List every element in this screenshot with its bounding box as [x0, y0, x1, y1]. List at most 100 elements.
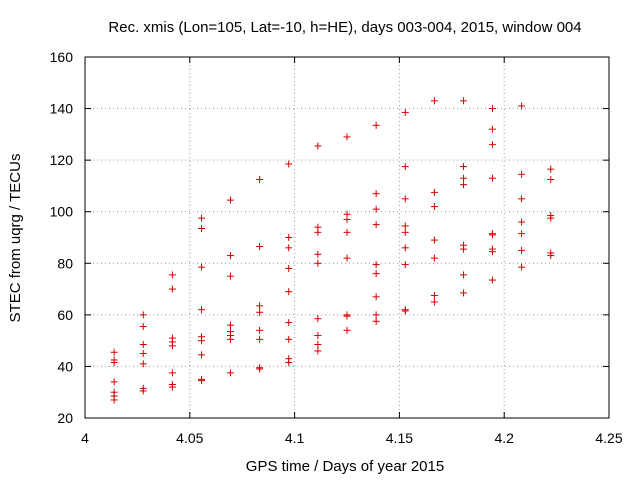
plot-frame	[84, 56, 610, 419]
y-tick-label: 100	[50, 204, 74, 220]
data-point	[139, 360, 147, 368]
data-point	[343, 326, 351, 334]
data-point	[168, 369, 176, 377]
data-point	[285, 359, 293, 367]
data-point	[547, 214, 555, 222]
data-point	[518, 263, 526, 271]
data-point	[256, 365, 264, 373]
data-point	[198, 351, 206, 359]
data-point	[488, 276, 496, 284]
data-point	[372, 311, 380, 319]
data-point	[372, 121, 380, 129]
data-point	[285, 288, 293, 296]
x-tick-label: 4.05	[176, 430, 203, 446]
data-point	[547, 175, 555, 183]
data-point	[139, 387, 147, 395]
data-point	[401, 307, 409, 315]
data-point	[518, 195, 526, 203]
data-point	[518, 246, 526, 254]
data-point	[226, 335, 234, 343]
data-point	[488, 141, 496, 149]
data-point	[314, 315, 322, 323]
data-point	[198, 377, 206, 385]
data-point	[256, 243, 264, 251]
data-point	[401, 163, 409, 171]
data-point	[139, 350, 147, 358]
data-point	[488, 105, 496, 113]
grid	[85, 57, 609, 418]
axis-ticks	[84, 56, 610, 419]
data-point	[430, 298, 438, 306]
data-point	[285, 264, 293, 272]
data-point	[372, 317, 380, 325]
data-point	[343, 254, 351, 262]
x-tick-label: 4.15	[386, 430, 413, 446]
data-point	[168, 342, 176, 350]
data-point	[110, 378, 118, 386]
data-point	[198, 224, 206, 232]
data-point	[256, 308, 264, 316]
y-tick-label: 120	[50, 152, 74, 168]
data-point	[110, 359, 118, 367]
data-point	[372, 205, 380, 213]
data-point	[226, 252, 234, 260]
data-point	[198, 263, 206, 271]
data-point	[430, 203, 438, 211]
y-tick-label: 60	[57, 307, 73, 323]
data-point	[139, 341, 147, 349]
data-point	[372, 221, 380, 229]
data-point	[343, 228, 351, 236]
data-point	[256, 326, 264, 334]
data-point	[226, 369, 234, 377]
x-tick-label: 4.2	[494, 430, 514, 446]
data-point	[372, 270, 380, 278]
data-point	[460, 245, 468, 253]
data-point	[168, 271, 176, 279]
data-point	[226, 321, 234, 329]
data-point	[488, 248, 496, 256]
data-point	[518, 170, 526, 178]
data-point	[256, 175, 264, 183]
data-point	[401, 228, 409, 236]
data-point	[372, 261, 380, 269]
data-point	[401, 261, 409, 269]
data-point	[401, 244, 409, 252]
data-point	[198, 214, 206, 222]
data-point	[518, 218, 526, 226]
data-point	[430, 254, 438, 262]
data-point	[314, 228, 322, 236]
data-point	[460, 97, 468, 105]
data-point	[547, 252, 555, 260]
data-point	[430, 188, 438, 196]
data-point	[226, 272, 234, 280]
y-tick-label: 160	[50, 49, 74, 65]
data-point	[401, 222, 409, 230]
data-point	[139, 311, 147, 319]
x-tick-labels: 4 4.05 4.1 4.15 4.2 4.25	[81, 430, 623, 446]
data-point	[372, 293, 380, 301]
y-tick-label: 140	[50, 101, 74, 117]
data-point	[488, 174, 496, 182]
y-tick-label: 20	[57, 410, 73, 426]
data-point	[460, 163, 468, 171]
x-tick-label: 4	[81, 430, 89, 446]
data-point	[110, 396, 118, 404]
data-point	[285, 234, 293, 241]
data-point	[343, 133, 351, 141]
data-points	[110, 97, 555, 404]
x-tick-label: 4.25	[595, 430, 622, 446]
y-tick-labels: 20 40 60 80 100 120 140 160	[50, 49, 74, 426]
data-point	[285, 244, 293, 252]
data-point	[314, 341, 322, 349]
x-axis-label: GPS time / Days of year 2015	[246, 458, 444, 475]
chart-title: Rec. xmis (Lon=105, Lat=-10, h=HE), days…	[108, 19, 581, 36]
data-point	[343, 312, 351, 320]
data-point	[430, 97, 438, 105]
data-point	[430, 292, 438, 300]
data-point	[401, 195, 409, 203]
y-tick-label: 80	[57, 255, 73, 271]
data-point	[285, 335, 293, 343]
x-tick-label: 4.1	[285, 430, 305, 446]
data-point	[226, 196, 234, 204]
